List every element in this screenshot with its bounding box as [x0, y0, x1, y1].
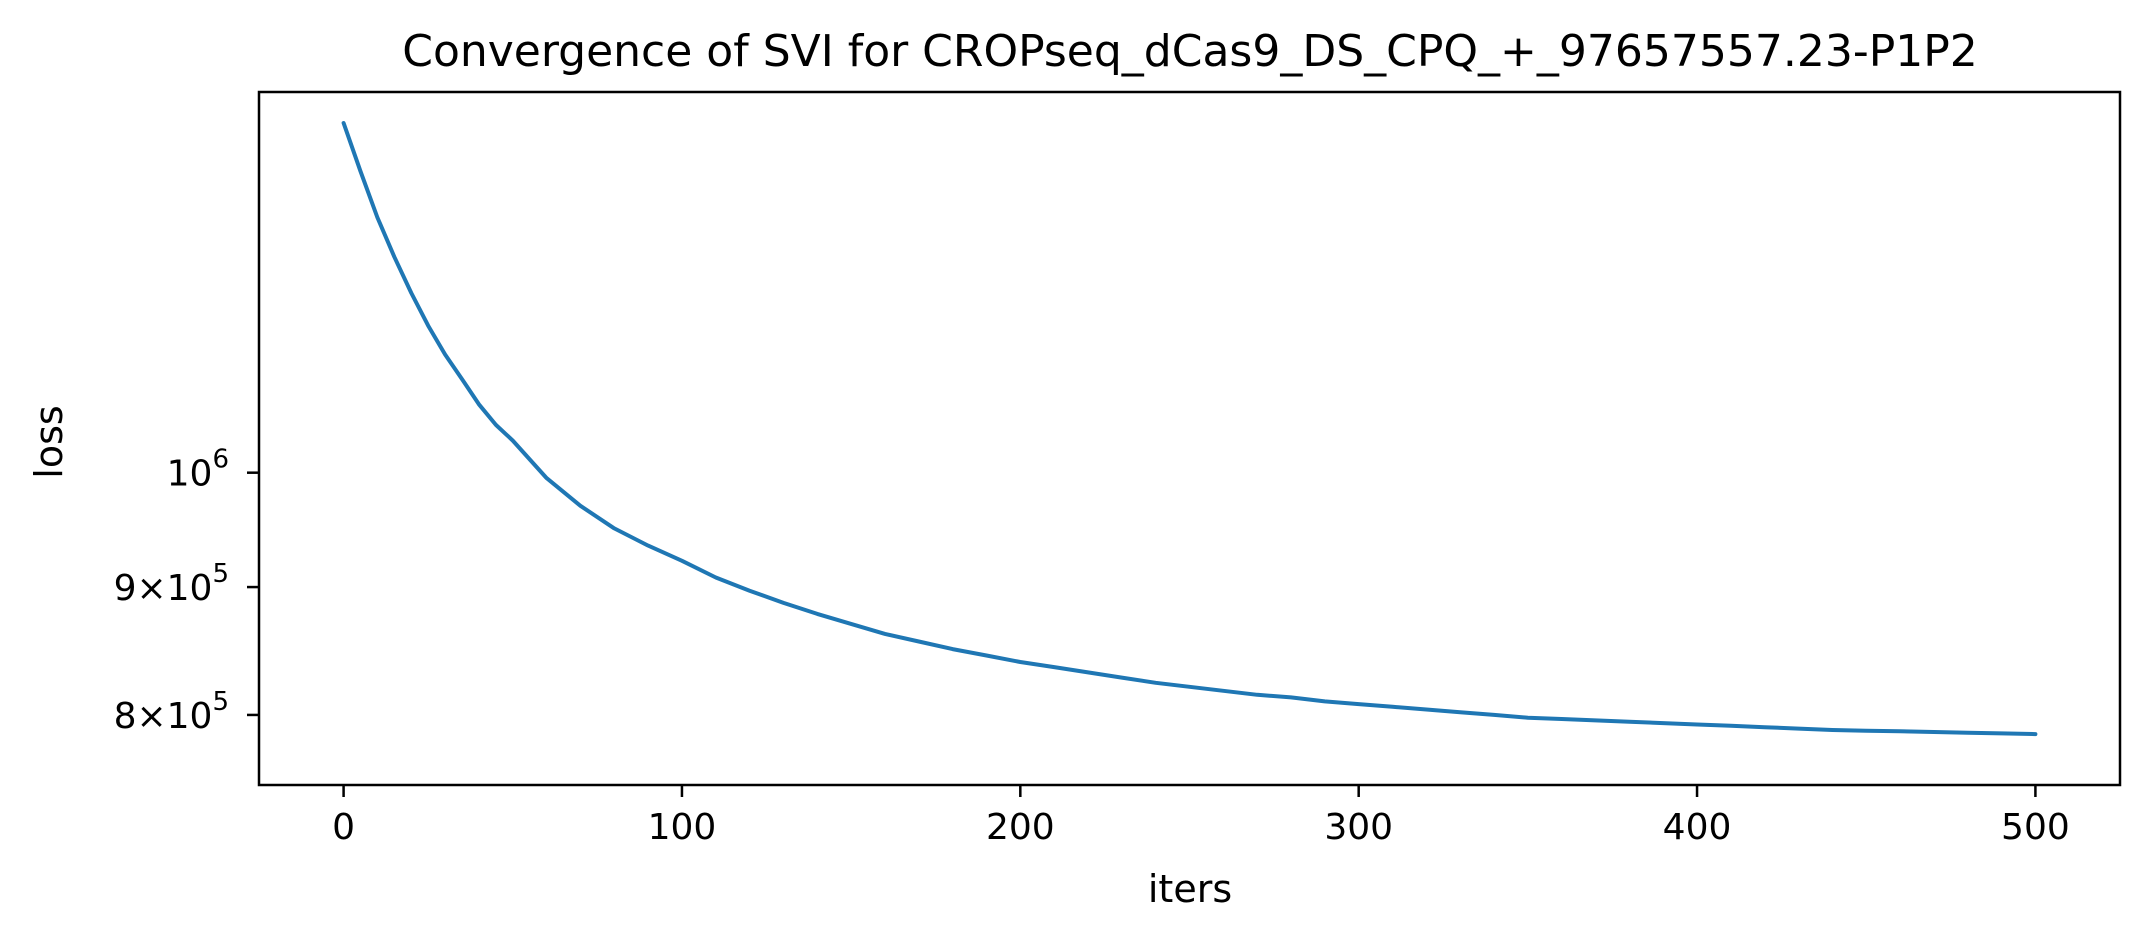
- y-axis-ticks: 8×105 9×105 106: [114, 445, 259, 737]
- plot-area: [341, 121, 2038, 737]
- x-tick-label: 200: [986, 807, 1055, 848]
- series-line-0: [341, 121, 2038, 737]
- x-tick-label: 0: [332, 807, 355, 848]
- plot-frame: [257, 90, 2122, 787]
- chart-title: Convergence of SVI for CROPseq_dCas9_DS_…: [402, 26, 1978, 77]
- y-tick-label: 106: [167, 445, 229, 495]
- x-tick-label: 400: [1663, 807, 1732, 848]
- y-axis-label: loss: [27, 405, 71, 478]
- x-tick-label: 500: [2001, 807, 2070, 848]
- x-tick-label: 300: [1324, 807, 1393, 848]
- y-tick-label: 8×105: [114, 687, 229, 737]
- x-axis-label: iters: [1148, 867, 1232, 911]
- x-tick-label: 100: [648, 807, 717, 848]
- y-tick-label: 9×105: [114, 559, 229, 609]
- x-axis-ticks: 0 100 200 300 400 500: [332, 785, 2070, 848]
